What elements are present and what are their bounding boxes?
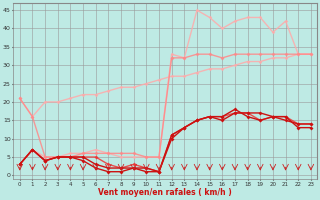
X-axis label: Vent moyen/en rafales ( km/h ): Vent moyen/en rafales ( km/h ) [99,188,232,197]
